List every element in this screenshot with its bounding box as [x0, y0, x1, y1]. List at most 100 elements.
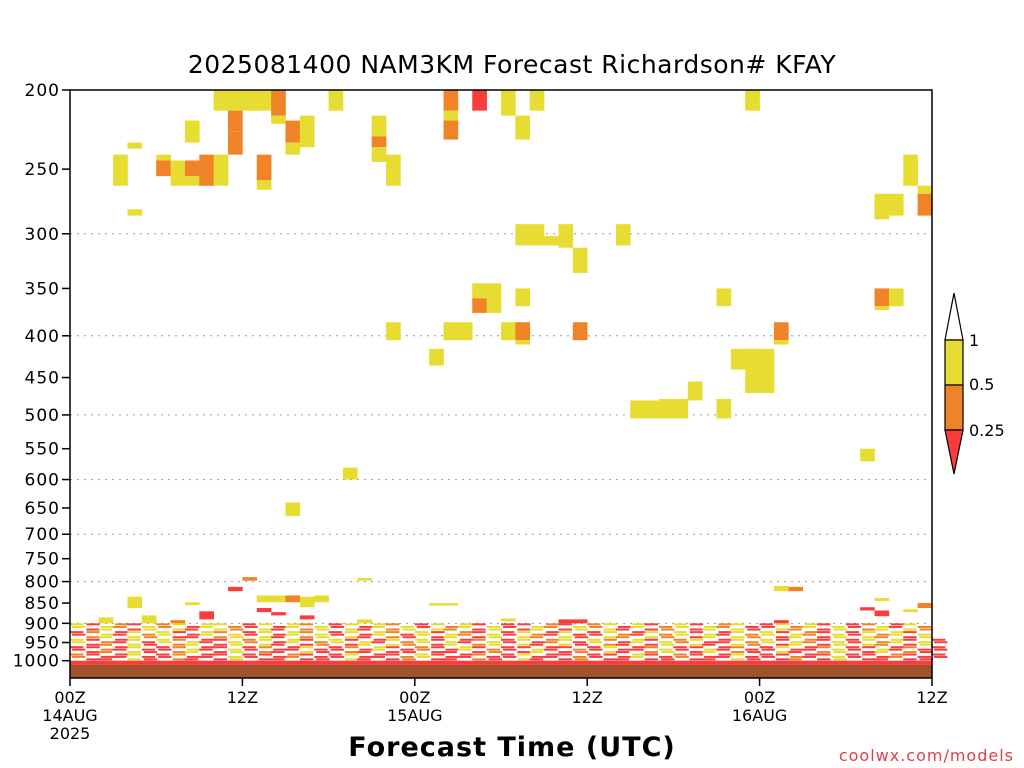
- x-tick-label: 12Z: [916, 688, 947, 707]
- ri-cell: [488, 651, 502, 654]
- ri-cell: [862, 638, 876, 641]
- y-axis: 200 250 300 350 400 450 500 550 600 650 700 750 8008…: [13, 81, 70, 672]
- ri-cell: [574, 636, 589, 639]
- ri-cell: [515, 322, 531, 341]
- ri-cell: [72, 648, 86, 651]
- ri-cell: [862, 646, 876, 649]
- ground-cell: [817, 664, 832, 678]
- ri-cell: [888, 193, 904, 216]
- ri-cell: [817, 646, 831, 649]
- ri-cell: [330, 641, 344, 644]
- ri-cell: [702, 636, 716, 639]
- ground-cell: [802, 664, 818, 678]
- ri-cell: [357, 578, 372, 581]
- ri-cell: [186, 641, 201, 644]
- ri-cell: [443, 651, 457, 654]
- ri-cell: [833, 636, 847, 639]
- ri-cell: [328, 90, 344, 111]
- ground-cell: [472, 664, 488, 678]
- ri-cell: [86, 643, 100, 646]
- ri-cell: [431, 658, 445, 661]
- ri-cell: [718, 638, 732, 641]
- ri-cell: [443, 660, 459, 665]
- ri-cell: [271, 643, 285, 646]
- ri-cell: [256, 154, 272, 181]
- ri-cell: [890, 653, 905, 656]
- ri-cell: [115, 631, 129, 634]
- ri-cell: [86, 636, 100, 639]
- ri-cell: [919, 636, 933, 639]
- ri-cell: [903, 651, 917, 654]
- ri-cell: [141, 615, 157, 624]
- ri-cell: [745, 90, 760, 111]
- ground-cell: [156, 664, 171, 678]
- ri-cell: [558, 638, 572, 641]
- ri-cell: [874, 288, 890, 307]
- ri-cell: [228, 641, 242, 644]
- ri-cell: [357, 619, 372, 624]
- ri-cell: [100, 633, 115, 636]
- ri-cell: [730, 628, 745, 631]
- ri-cell: [287, 631, 301, 634]
- ri-cell: [199, 611, 214, 620]
- ri-cell: [357, 658, 371, 661]
- ground-cell: [572, 664, 588, 678]
- ri-cell: [704, 633, 718, 636]
- ri-cell: [529, 651, 544, 654]
- ri-cell: [888, 641, 903, 644]
- ri-cell: [876, 648, 890, 651]
- ri-cell: [558, 651, 572, 654]
- ri-cell: [603, 653, 617, 656]
- ri-cell: [788, 586, 803, 592]
- ri-cell: [143, 628, 158, 631]
- ri-cell: [845, 623, 860, 626]
- ri-cell: [400, 625, 414, 628]
- ri-cell: [773, 340, 789, 345]
- ground-cell: [371, 664, 387, 678]
- ri-cell: [558, 643, 572, 646]
- ri-cell: [416, 633, 431, 636]
- ri-cell: [201, 646, 215, 649]
- ri-cell: [414, 623, 429, 626]
- credit-text: coolwx.com/models: [838, 746, 1014, 765]
- ri-cell: [400, 655, 414, 658]
- ri-cell: [572, 322, 588, 341]
- ri-cell: [330, 648, 344, 651]
- ri-cell: [386, 651, 400, 654]
- ri-cell: [228, 131, 243, 155]
- ri-cell: [285, 633, 299, 636]
- ri-cell: [213, 651, 228, 654]
- ri-cell: [718, 653, 732, 656]
- ri-cell: [558, 224, 574, 248]
- ground-cell: [357, 664, 373, 678]
- ri-cell: [716, 288, 732, 307]
- ri-cell: [558, 623, 572, 626]
- ri-cell: [386, 154, 401, 186]
- ri-cell: [833, 628, 847, 631]
- ri-cell: [431, 638, 445, 641]
- ri-cell: [459, 623, 474, 626]
- ri-cell: [443, 120, 459, 140]
- ri-cell: [357, 628, 371, 631]
- ri-cell: [745, 625, 759, 628]
- ri-cell: [503, 648, 517, 651]
- ri-cell: [457, 655, 472, 658]
- ri-cell: [574, 628, 589, 631]
- ri-cell: [271, 115, 286, 124]
- ri-cell: [172, 638, 186, 641]
- ground-cell: [228, 664, 243, 678]
- ri-cell: [98, 643, 113, 646]
- ri-cell: [862, 658, 876, 661]
- ri-cell: [271, 636, 285, 639]
- ri-cell: [429, 603, 444, 606]
- ri-cell: [603, 623, 617, 626]
- ri-cell: [143, 643, 158, 646]
- ri-cell: [860, 660, 875, 665]
- ri-cell: [673, 653, 687, 656]
- ri-cell: [70, 653, 84, 656]
- ri-cell: [244, 641, 258, 644]
- ri-cell: [373, 623, 388, 626]
- legend-label: 0.25: [969, 421, 1005, 440]
- ri-cell: [431, 636, 445, 639]
- ri-cell: [431, 643, 445, 646]
